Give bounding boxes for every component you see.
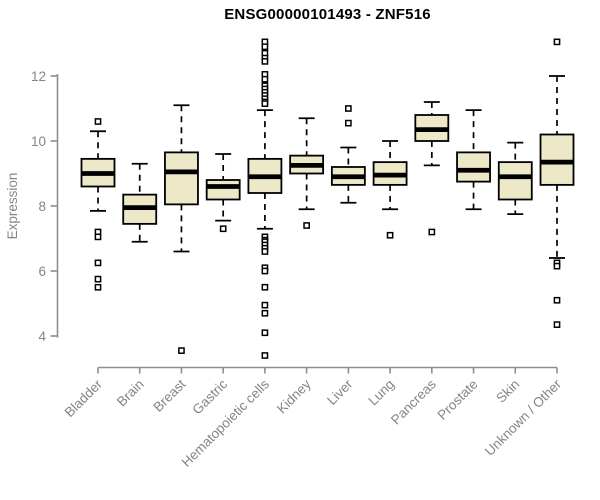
x-tick-label: Pancreas xyxy=(388,376,439,427)
outlier-point xyxy=(261,248,269,255)
outlier-point xyxy=(94,233,102,241)
x-tick-label: Prostate xyxy=(435,377,481,423)
outlier-point xyxy=(94,275,102,283)
y-tick-label: 4 xyxy=(38,329,46,344)
outlier-point xyxy=(261,309,269,317)
x-tick-label: Lung xyxy=(365,377,397,409)
outlier-point xyxy=(219,225,227,233)
iqr-box xyxy=(539,133,575,186)
x-tick-label: Skin xyxy=(493,377,522,406)
iqr-box xyxy=(164,151,199,206)
outlier-point xyxy=(178,347,185,354)
y-tick-label: 6 xyxy=(38,264,46,279)
x-tick-label: Liver xyxy=(324,376,356,408)
box-prostate xyxy=(456,109,491,211)
outlier-point xyxy=(345,105,352,112)
box-breast xyxy=(164,104,199,354)
x-tick-label: Bladder xyxy=(62,376,106,420)
y-axis-title: Expression xyxy=(5,173,20,240)
outlier-point xyxy=(386,231,394,239)
outlier-point xyxy=(303,222,310,229)
y-tick-label: 10 xyxy=(31,134,46,149)
box-hematopoietic-cells xyxy=(247,38,283,359)
box-unknown-other xyxy=(539,38,575,328)
outlier-point xyxy=(94,118,102,125)
outlier-point xyxy=(261,267,269,275)
y-tick-label: 8 xyxy=(38,199,46,214)
x-tick-label: Gastric xyxy=(189,376,230,417)
x-tick-label: Breast xyxy=(150,376,188,414)
outlier-point xyxy=(261,58,269,65)
outlier-point xyxy=(94,259,102,267)
box-brain xyxy=(122,162,158,243)
outlier-point xyxy=(261,352,269,359)
box-skin xyxy=(497,141,533,216)
outlier-point xyxy=(261,75,269,83)
box-kidney xyxy=(289,117,325,229)
outlier-point xyxy=(428,228,436,236)
outlier-point xyxy=(261,100,269,107)
outlier-point xyxy=(261,283,269,291)
x-tick-label: Kidney xyxy=(274,376,314,416)
box-gastric xyxy=(205,153,241,233)
outlier-point xyxy=(553,296,561,304)
box-pancreas xyxy=(414,101,450,236)
iqr-box xyxy=(205,179,241,201)
x-tick-label: Unknown / Other xyxy=(482,376,565,459)
outlier-point xyxy=(345,119,352,127)
chart-title: ENSG00000101493 - ZNF516 xyxy=(224,6,431,23)
y-tick-label: 12 xyxy=(31,69,46,84)
outlier-point xyxy=(261,43,269,51)
outlier-point xyxy=(261,301,269,309)
box-bladder xyxy=(80,118,116,291)
outlier-point xyxy=(553,262,561,270)
x-tick-label: Brain xyxy=(114,377,147,410)
box-liver xyxy=(330,105,366,204)
iqr-box xyxy=(497,161,533,201)
outlier-point xyxy=(553,321,561,328)
outlier-point xyxy=(94,283,102,291)
box-lung xyxy=(372,140,408,239)
iqr-box xyxy=(456,151,491,183)
outlier-point xyxy=(553,38,561,46)
outlier-point xyxy=(261,329,269,337)
